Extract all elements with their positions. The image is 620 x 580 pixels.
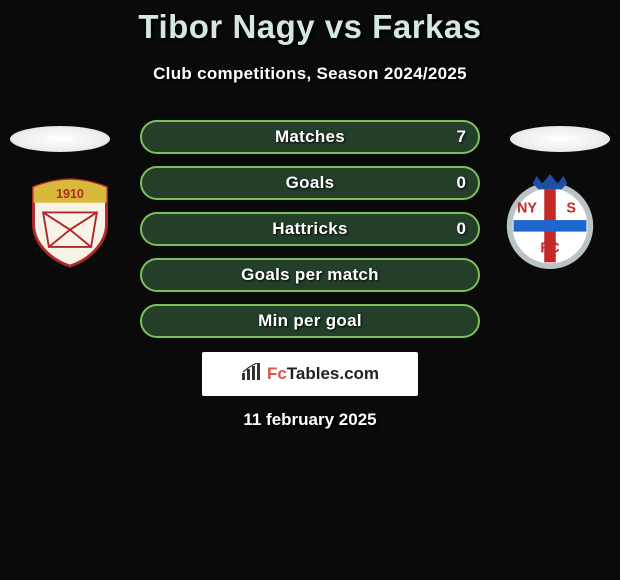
brand-prefix: Fc xyxy=(267,364,287,383)
brand-suffix: Tables.com xyxy=(287,364,379,383)
svg-text:NY: NY xyxy=(517,200,537,216)
stat-label: Goals per match xyxy=(241,265,379,285)
stat-label: Min per goal xyxy=(258,311,362,331)
svg-text:S: S xyxy=(566,200,576,216)
player-avatar-right xyxy=(510,126,610,152)
stats-panel: Matches 7 Goals 0 Hattricks 0 Goals per … xyxy=(140,120,480,350)
stat-row-matches: Matches 7 xyxy=(140,120,480,154)
brand-footer[interactable]: FcTables.com xyxy=(202,352,418,396)
stat-row-goals-per-match: Goals per match xyxy=(140,258,480,292)
player-avatar-left xyxy=(10,126,110,152)
team-badge-right: NY S FC xyxy=(502,174,598,270)
stat-right-value: 0 xyxy=(457,219,466,239)
svg-text:FC: FC xyxy=(540,241,559,257)
stat-right-value: 7 xyxy=(457,127,466,147)
stat-label: Matches xyxy=(275,127,345,147)
stat-label: Goals xyxy=(286,173,335,193)
stat-right-value: 0 xyxy=(457,173,466,193)
stat-row-hattricks: Hattricks 0 xyxy=(140,212,480,246)
stat-row-min-per-goal: Min per goal xyxy=(140,304,480,338)
date-text: 11 february 2025 xyxy=(0,410,620,430)
page-title: Tibor Nagy vs Farkas xyxy=(0,8,620,46)
bar-chart-icon xyxy=(241,363,263,386)
stat-row-goals: Goals 0 xyxy=(140,166,480,200)
brand-text: FcTables.com xyxy=(267,364,379,384)
page-subtitle: Club competitions, Season 2024/2025 xyxy=(0,64,620,84)
svg-text:1910: 1910 xyxy=(56,187,84,201)
team-badge-left: 1910 xyxy=(22,174,118,270)
stat-label: Hattricks xyxy=(272,219,347,239)
